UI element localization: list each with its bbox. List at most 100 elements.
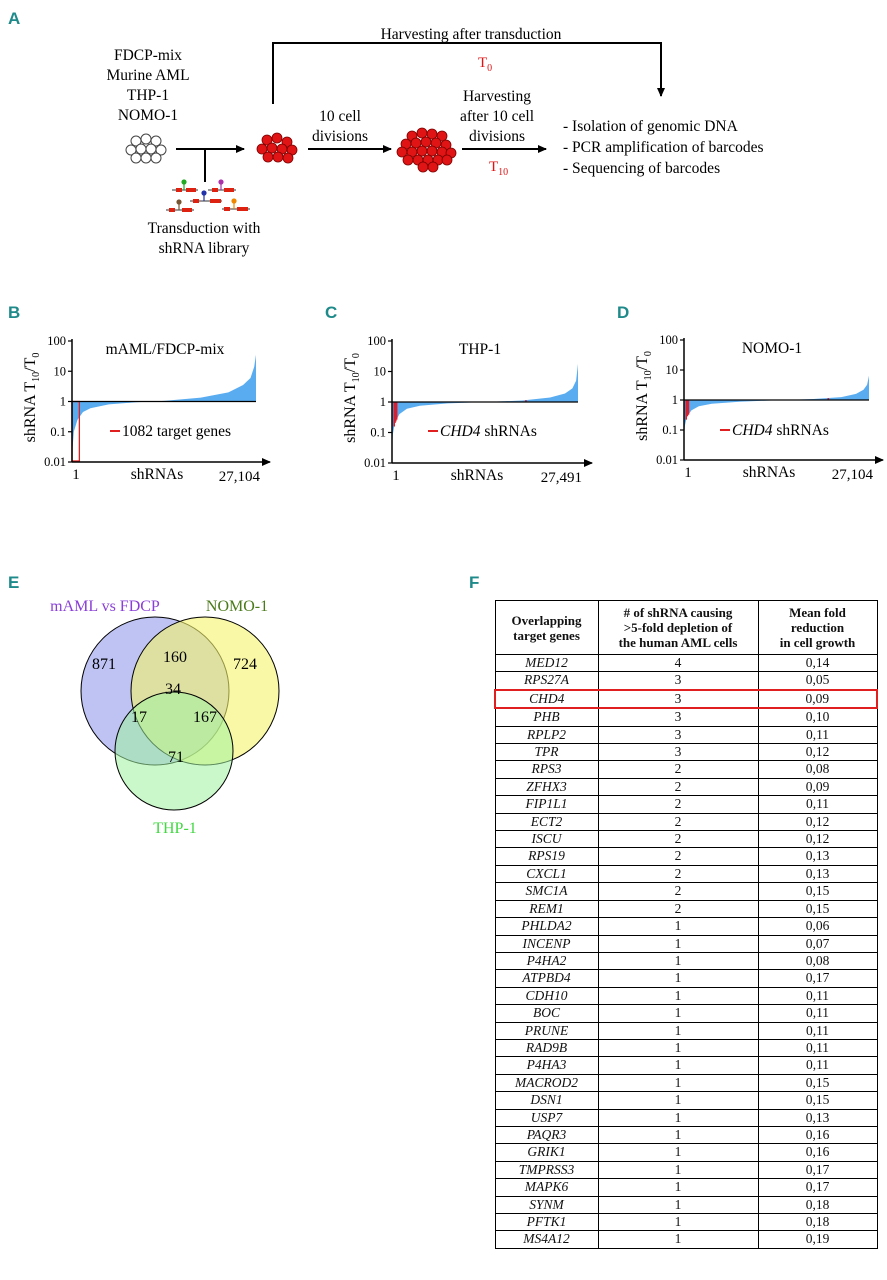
gene-cell: CHD4 [494,688,599,710]
panel-a: A FDCP-mix Murine AML THP-1 NOMO-1 [8,9,764,257]
shrna-count-cell: 3 [597,671,759,691]
table-row: PAQR3 1 0,16 [494,1125,878,1145]
fold-reduction-cell: 0,08 [757,951,878,971]
fold-reduction-cell: 0,15 [757,1091,878,1110]
t0-label: T0 [478,55,492,74]
chart-panel-d: 100 10 1 0.1 0.01 1 shRNAs 27,104 NOMO-1 shRNA T1… [634,333,884,483]
shrna-count-cell: 2 [597,760,759,779]
shrna-count-cell: 2 [597,830,759,849]
gene-cell: RPS3 [494,760,599,779]
legend-label: CHD4 shRNAs [440,423,537,440]
cell-lines-list: FDCP-mix Murine AML THP-1 NOMO-1 [106,47,189,124]
x-start-label: 1 [72,467,80,483]
fold-reduction-cell: 0,15 [757,882,878,901]
table-row: INCENP 1 0,07 [494,934,878,953]
harvest-after-label: Harvesting after 10 cell divisions [460,88,534,145]
shrna-count-cell: 1 [597,969,759,988]
fold-reduction-cell: 0,13 [757,1108,878,1127]
table-header-row: Overlapping target genes # of shRNA causi… [494,600,878,655]
panel-label-e: E [8,573,19,592]
gene-cell: RPS27A [494,671,599,691]
venn-count-maml-thp: 17 [131,709,147,726]
table-row: RPLP2 3 0,11 [494,725,878,745]
header-mean-fold: Mean fold reduction in cell growth [757,600,878,655]
gene-cell: FIP1L1 [494,795,599,814]
shrna-count-cell: 2 [597,899,759,919]
fold-reduction-cell: 0,11 [757,1038,878,1058]
fold-reduction-cell: 0,09 [757,688,878,710]
fold-reduction-cell: 0,07 [757,934,878,953]
panel-label-c: C [325,303,337,322]
fold-reduction-cell: 0,12 [757,830,878,849]
fold-reduction-cell: 0,17 [757,1178,878,1197]
shrna-count-cell: 3 [597,688,759,710]
gene-cell: PRUNE [494,1021,599,1040]
gene-cell: SMC1A [494,882,599,901]
fold-reduction-cell: 0,15 [757,899,878,919]
shrna-count-cell: 1 [597,1091,759,1110]
table-row: RPS27A 3 0,05 [494,671,878,691]
gene-cell: BOC [494,1004,599,1023]
fold-reduction-cell: 0,11 [757,795,878,814]
table-row: RPS3 2 0,08 [494,760,878,779]
table-row: REM1 2 0,15 [494,899,878,919]
table-row: MED12 4 0,14 [494,653,878,673]
vector-icon-5 [222,198,250,211]
table-row: SMC1A 2 0,15 [494,882,878,901]
fold-reduction-cell: 0,11 [757,1004,878,1023]
shrna-count-cell: 1 [597,1143,759,1162]
y-tick-label: 0.01 [364,456,386,470]
harvest-after-line-3: divisions [469,128,525,145]
transduced-cells-cluster [256,132,298,164]
divisions-line-2: divisions [312,128,368,145]
table-row: MAPK6 1 0,17 [494,1178,878,1197]
shrna-count-cell: 1 [597,1160,759,1180]
gene-cell: P4HA2 [494,951,599,971]
divisions-line-1: 10 cell [319,108,361,125]
shrna-count-cell: 1 [597,1125,759,1145]
y-tick-label: 10 [666,363,679,377]
fold-reduction-cell: 0,18 [757,1212,878,1232]
table-row: ECT2 2 0,12 [494,812,878,832]
venn-circle-thp [114,691,234,811]
cell-line-nomo1: NOMO-1 [118,107,178,124]
cell-line-fdcp: FDCP-mix [114,47,182,64]
vector-icon-1 [172,179,198,192]
x-end-label: 27,491 [541,470,582,486]
harvest-after-line-2: after 10 cell [460,108,534,125]
gene-cell: MED12 [494,653,599,673]
fold-reduction-cell: 0,13 [757,847,878,866]
target-genes-table: Overlapping target genes # of shRNA causi… [494,600,878,1249]
step-sequencing: - Sequencing of barcodes [563,160,720,177]
gene-cell: TMPRSS3 [494,1160,599,1180]
table-row: SYNM 1 0,18 [494,1195,878,1215]
gene-cell: PAQR3 [494,1125,599,1145]
y-tick-label: 0.1 [50,425,66,439]
fold-reduction-cell: 0,15 [757,1073,878,1093]
y-tick-label: 1 [380,395,386,409]
fold-reduction-cell: 0,17 [757,969,878,988]
table-row: BOC 1 0,11 [494,1004,878,1023]
gene-cell: DSN1 [494,1091,599,1110]
fold-reduction-cell: 0,11 [757,725,878,745]
table-row: MACROD2 1 0,15 [494,1073,878,1093]
fold-reduction-cell: 0,16 [757,1143,878,1162]
shrna-count-cell: 2 [597,795,759,814]
fold-reduction-cell: 0,06 [757,917,878,936]
chart-panel-b: 100 10 1 0.1 0.01 1 shRNAs 27,104 mAML/FDCP-mix s… [22,334,271,485]
gene-cell: SYNM [494,1195,599,1215]
fold-reduction-cell: 0,19 [757,1230,878,1249]
shrna-count-cell: 4 [597,653,759,673]
transduction-label: Transduction with shRNA library [148,220,261,257]
venn-count-maml-only: 871 [92,656,116,673]
table-row: PFTK1 1 0,18 [494,1212,878,1232]
fold-reduction-cell: 0,18 [757,1195,878,1215]
shrna-count-cell: 3 [597,707,759,727]
fold-reduction-cell: 0,17 [757,1160,878,1180]
table-row: ATPBD4 1 0,17 [494,969,878,988]
shrna-library-icons [166,179,250,212]
table-row: RPS19 2 0,13 [494,847,878,866]
shrna-count-cell: 1 [597,1004,759,1023]
table-row: DSN1 1 0,15 [494,1091,878,1110]
venn-count-nomo-thp: 167 [193,709,217,726]
